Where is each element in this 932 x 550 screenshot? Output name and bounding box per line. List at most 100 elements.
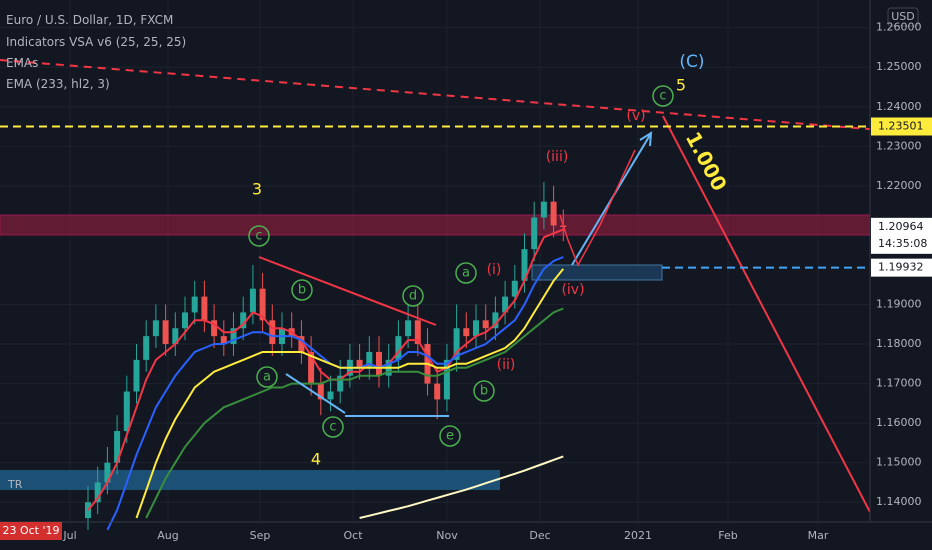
wave-circle [322,416,344,438]
ema-line [135,268,565,519]
candle-body [201,296,208,321]
candle-body [230,328,237,345]
support-zone [0,470,500,490]
last-price-box [871,217,932,254]
candle-body [356,359,363,368]
wave-label: d [409,289,417,304]
marks [85,181,567,531]
y-tick-label: 1.16000 [876,416,922,429]
wave-circle [652,85,674,107]
wave-annotation: (ii) [497,357,516,373]
candle-body [191,296,198,313]
x-tick-label: Mar [808,529,829,542]
wave-circle [473,380,495,402]
y-tick-label: 1.19000 [876,298,922,311]
wave-label: a [263,370,271,385]
date-badge-box [0,522,62,540]
candle-body [521,249,528,281]
candle-body [414,320,421,345]
y-tick-label: 1.14000 [876,495,922,508]
candle-body [395,336,402,360]
candle-body [172,328,179,345]
candle-body [434,383,441,400]
resistance-zone [0,214,871,236]
x-tick-label: Sep [250,529,271,542]
wave-annotation: 4 [311,450,321,469]
candle-body [308,351,315,384]
ema-line [359,455,564,519]
x-tick-label: 2021 [624,529,652,542]
candle-body [94,482,101,503]
trend-line [258,256,437,326]
candle-body [220,336,227,345]
y-tick-label: 1.15000 [876,456,922,469]
candle-body [366,351,373,368]
y-tick-label: 1.17000 [876,377,922,390]
y-tick-label: 1.22000 [876,179,922,192]
currency-button[interactable] [887,7,919,27]
candle-body [337,375,344,392]
wave-annotation: 3 [252,180,262,199]
last-price: 1.20964 [878,220,924,233]
projection-line [662,115,871,513]
x-tick-label: Oct [343,529,363,542]
grid [0,0,870,522]
indicator: EMA (233, hl2, 3) [6,77,110,91]
x-tick-label: Nov [436,529,458,542]
candle-body [211,320,218,337]
y-tick-label: 1.25000 [876,60,922,73]
candle-body [133,359,140,392]
currency[interactable]: USD [891,10,915,23]
wave-path [559,149,636,267]
price-label-box [871,117,932,136]
indicator: Indicators VSA v6 (25, 25, 25) [6,35,186,49]
candle-body [327,391,334,400]
price-label: 1.23501 [878,120,924,133]
y-tick-label: 1.23000 [876,139,922,152]
date-badge: 23 Oct '19 [2,524,59,537]
y-tick-label: 1.26000 [876,21,922,34]
candle-body [104,462,111,483]
candle-body [298,336,305,352]
wave-annotation: (iii) [546,149,569,165]
candle-body [502,296,509,313]
wave-label: e [446,429,454,444]
wave-circle [439,425,461,447]
countdown: 14:35:08 [878,237,927,250]
candle-body [376,351,382,376]
x-tick-label: Jul [62,529,76,542]
wave-circle [256,366,278,388]
candle-body [405,320,412,337]
candle-body [463,328,470,337]
wave-annotation: (iv) [561,282,584,298]
x-tick-label: Feb [718,529,737,542]
indicator: EMAs [6,56,38,70]
wave-circle [402,285,424,307]
wave-circle [455,262,477,284]
wave-annotation: (v) [626,108,645,124]
candle-body [492,312,499,329]
price-label: 1.19932 [878,261,924,274]
candle-body [550,201,557,226]
candle-body [511,280,518,297]
y-tick-label: 1.18000 [876,337,922,350]
wave-annotation: (C) [679,52,704,72]
candle-body [269,320,276,345]
candle-body [85,502,91,519]
chart-title: Euro / U.S. Dollar, 1D, FXCM [6,13,173,27]
y-tick-label: 1.24000 [876,100,922,113]
wave-label: c [329,420,336,435]
wave-annotation: (i) [487,262,502,278]
arrow-head [639,131,653,147]
trend-line [0,59,932,135]
candle-body [123,391,130,432]
candle-body [143,336,150,360]
candle-body [453,328,460,360]
candle-body [162,320,169,345]
x-tick-label: Dec [529,529,550,542]
candle-body [240,312,247,329]
candle-body [259,288,266,321]
candle-body [443,359,450,400]
